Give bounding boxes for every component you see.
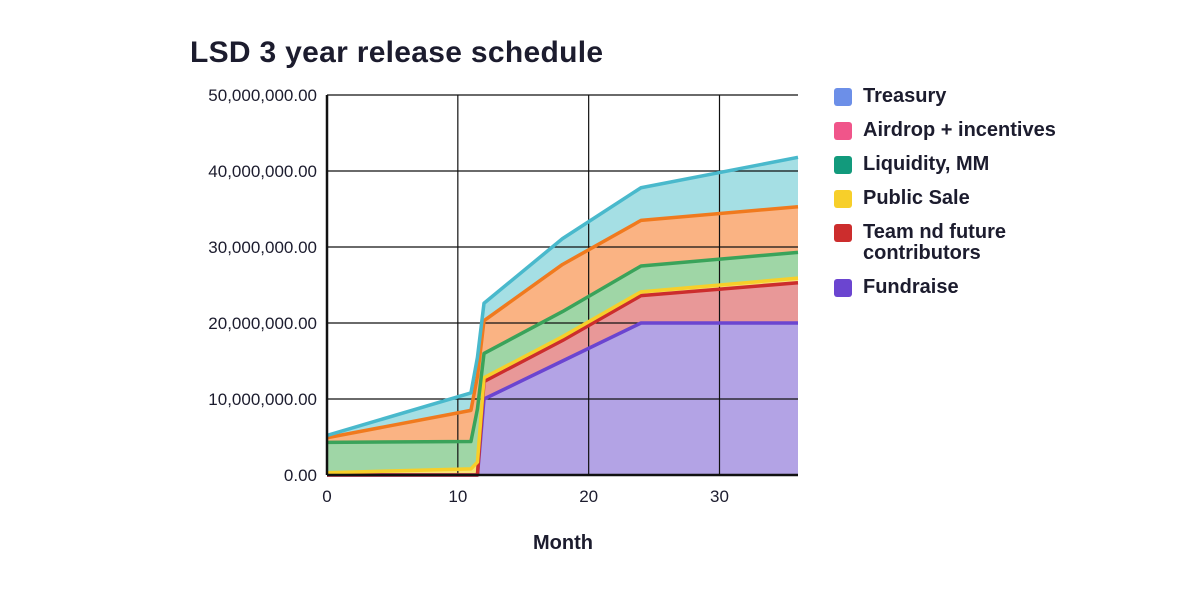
legend-label: Public Sale	[863, 187, 970, 209]
x-tick-label: 20	[579, 487, 598, 506]
x-tick-label: 10	[448, 487, 467, 506]
series-line-public-sale	[326, 276, 799, 475]
series-line-treasury	[326, 155, 799, 438]
series-line-liquidity-mm	[326, 250, 799, 445]
legend-item[interactable]: Fundraise	[834, 277, 1093, 298]
y-tick-label: 50,000,000.00	[208, 86, 317, 105]
x-axis-label: Month	[533, 532, 593, 554]
legend-swatch	[834, 156, 852, 174]
area-airdrop-incentives	[327, 206, 798, 443]
legend-swatch	[834, 279, 852, 297]
area-layer	[327, 157, 798, 475]
area-treasury	[327, 157, 798, 438]
y-tick-label: 40,000,000.00	[208, 162, 317, 181]
legend-item[interactable]: Liquidity, MM	[834, 154, 1093, 175]
legend-item[interactable]: Treasury	[834, 86, 1093, 107]
chart-title: LSD 3 year release schedule	[190, 36, 604, 69]
legend-swatch	[834, 190, 852, 208]
legend-item[interactable]: Public Sale	[834, 188, 1093, 209]
legend-label: Fundraise	[863, 276, 959, 298]
legend-label: Liquidity, MM	[863, 153, 990, 175]
area-liquidity-mm	[327, 252, 798, 473]
x-tick-label: 0	[322, 487, 331, 506]
legend-swatch	[834, 122, 852, 140]
y-tick-label: 0.00	[284, 466, 317, 485]
legend-label: Team nd future contributors	[863, 221, 1006, 264]
x-tick-label: 30	[710, 487, 729, 506]
axis-layer: 0.00 10,000,000.00 20,000,000.00 30,000,000…	[208, 86, 798, 506]
series-line-airdrop-incentives	[326, 204, 799, 440]
legend-item[interactable]: Team nd future contributors	[834, 222, 1093, 264]
y-tick-label: 20,000,000.00	[208, 314, 317, 333]
legend-item[interactable]: Airdrop + incentives	[834, 120, 1093, 141]
legend: Treasury Airdrop + incentives Liquidity,…	[834, 86, 1093, 311]
y-tick-label: 10,000,000.00	[208, 390, 317, 409]
legend-label: Airdrop + incentives	[863, 119, 1056, 141]
y-tick-label: 30,000,000.00	[208, 238, 317, 257]
legend-swatch	[834, 88, 852, 106]
legend-label: Treasury	[863, 85, 947, 107]
area-team-nd-future-contributors	[327, 282, 798, 475]
legend-swatch	[834, 224, 852, 242]
